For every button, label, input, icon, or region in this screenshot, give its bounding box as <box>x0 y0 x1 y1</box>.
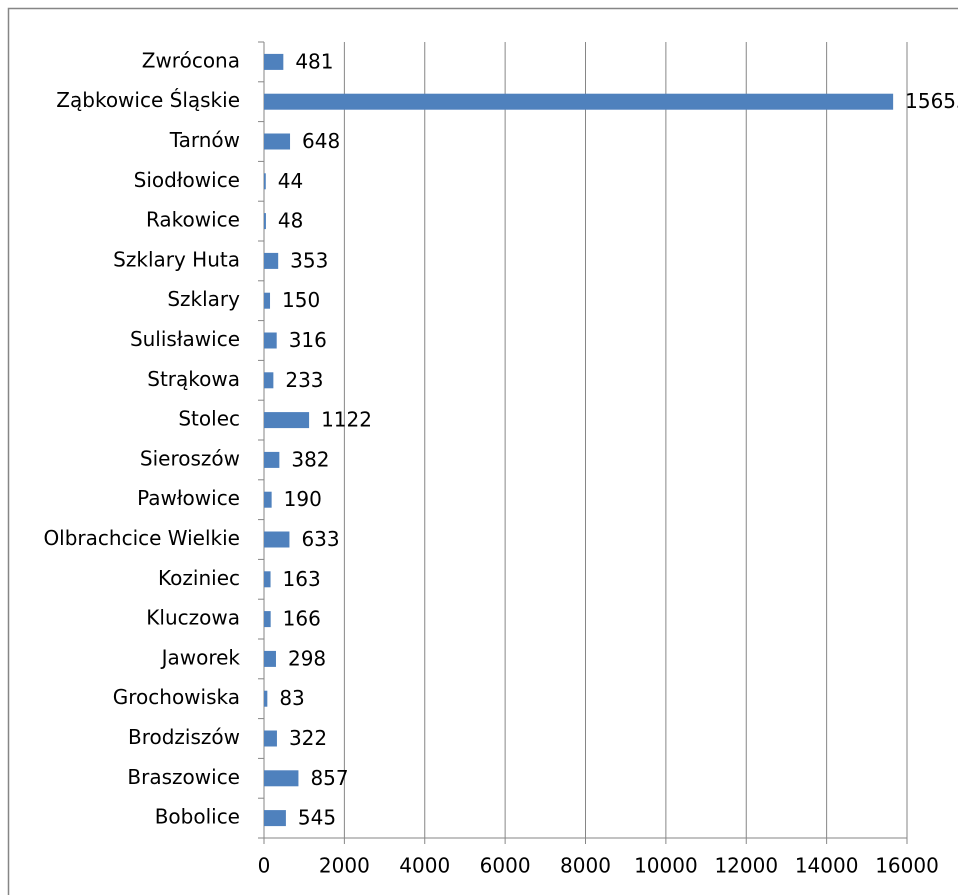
value-label: 322 <box>289 726 327 750</box>
y-tick-label: Koziniec <box>158 566 240 590</box>
bar <box>264 491 272 508</box>
y-tick-label: Pawłowice <box>137 486 240 510</box>
bar <box>264 93 894 110</box>
value-label: 48 <box>278 209 303 233</box>
bar <box>264 173 266 190</box>
bar <box>264 650 276 667</box>
x-tick-label: 2000 <box>319 854 370 878</box>
y-tick-label: Bobolice <box>155 805 240 829</box>
bar <box>264 133 291 150</box>
bar <box>264 451 280 468</box>
value-label: 382 <box>291 447 329 471</box>
bar <box>264 332 277 349</box>
value-label: 648 <box>302 129 340 153</box>
y-tick-label: Olbrachcice Wielkie <box>43 526 240 550</box>
bar <box>264 53 284 70</box>
y-tick-label: Zwrócona <box>142 48 240 72</box>
value-label: 44 <box>278 169 303 193</box>
x-tick-label: 6000 <box>480 854 531 878</box>
value-label: 83 <box>279 686 304 710</box>
chart-border <box>7 7 958 895</box>
value-label: 353 <box>290 248 328 272</box>
value-label: 15655 <box>905 89 958 113</box>
y-tick-label: Grochowiska <box>113 685 240 709</box>
bar <box>264 412 310 429</box>
y-tick-label: Stolec <box>178 407 240 431</box>
y-tick-label: Ząbkowice Śląskie <box>56 88 240 112</box>
y-tick-label: Strąkowa <box>147 367 240 391</box>
x-tick-label: 12000 <box>714 854 778 878</box>
value-label: 1122 <box>321 408 372 432</box>
value-label: 481 <box>295 49 333 73</box>
bar <box>264 690 268 707</box>
bar <box>264 292 271 309</box>
x-tick-label: 16000 <box>875 854 939 878</box>
value-label: 150 <box>282 288 320 312</box>
x-tick-label: 8000 <box>560 854 611 878</box>
y-tick-label: Kluczowa <box>146 606 240 630</box>
x-tick-label: 14000 <box>795 854 859 878</box>
bar <box>264 372 274 389</box>
y-tick-label: Sulisławice <box>130 327 240 351</box>
bar <box>264 770 299 787</box>
value-label: 545 <box>298 806 336 830</box>
x-tick-label: 4000 <box>399 854 450 878</box>
y-tick-label: Szklary <box>167 287 240 311</box>
y-tick-label: Jaworek <box>160 645 241 669</box>
bar <box>264 252 279 269</box>
y-tick-label: Brodziszów <box>128 725 240 749</box>
y-tick-label: Tarnów <box>169 128 240 152</box>
value-label: 633 <box>301 527 339 551</box>
bar <box>264 611 271 628</box>
y-tick-label: Sieroszów <box>140 446 240 470</box>
value-label: 166 <box>283 607 321 631</box>
y-tick-label: Rakowice <box>146 208 240 232</box>
bar <box>264 730 277 747</box>
y-tick-label: Szklary Huta <box>113 247 240 271</box>
x-tick-label: 0 <box>258 854 271 878</box>
value-label: 190 <box>284 487 322 511</box>
x-tick-label: 10000 <box>634 854 698 878</box>
y-tick-label: Braszowice <box>127 765 240 789</box>
y-tick-label: Siodłowice <box>134 168 240 192</box>
bar <box>264 531 290 548</box>
bar <box>264 213 266 230</box>
value-label: 163 <box>283 567 321 591</box>
value-label: 316 <box>289 328 327 352</box>
value-label: 233 <box>285 368 323 392</box>
value-label: 857 <box>310 766 348 790</box>
bar <box>264 810 286 827</box>
value-label: 298 <box>288 646 326 670</box>
bar <box>264 571 271 588</box>
